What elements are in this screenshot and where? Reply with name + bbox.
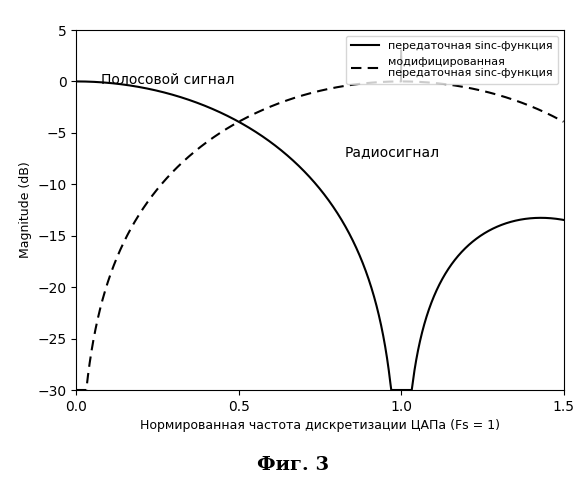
передаточная sinc-функция xyxy=(311,180,318,186)
передаточная sinc-функция xyxy=(168,92,176,98)
Text: Полосовой сигнал: Полосовой сигнал xyxy=(101,73,234,87)
модифицированная
передаточная sinc-функция xyxy=(560,119,567,125)
модифицированная
передаточная sinc-функция xyxy=(168,170,176,176)
модифицированная
передаточная sinc-функция xyxy=(73,387,80,393)
модифицированная
передаточная sinc-функция xyxy=(397,46,404,52)
Text: Фиг. 3: Фиг. 3 xyxy=(258,456,329,474)
передаточная sinc-функция xyxy=(387,387,394,393)
Line: передаточная sinc-функция: передаточная sinc-функция xyxy=(76,82,564,390)
Y-axis label: Magnitude (dB): Magnitude (dB) xyxy=(19,162,32,258)
Line: модифицированная
передаточная sinc-функция: модифицированная передаточная sinc-функц… xyxy=(76,50,564,390)
модифицированная
передаточная sinc-функция xyxy=(102,286,109,292)
передаточная sinc-функция xyxy=(560,217,567,223)
передаточная sinc-функция xyxy=(102,80,109,86)
модифицированная
передаточная sinc-функция xyxy=(534,106,541,112)
Legend: передаточная sinc-функция, модифицированная
передаточная sinc-функция: передаточная sinc-функция, модифицирован… xyxy=(346,36,558,84)
модифицированная
передаточная sinc-функция xyxy=(93,322,100,328)
X-axis label: Нормированная частота дискретизации ЦАПа (Fs = 1): Нормированная частота дискретизации ЦАПа… xyxy=(140,420,500,432)
передаточная sinc-функция xyxy=(73,78,80,84)
модифицированная
передаточная sinc-функция xyxy=(311,89,318,95)
Text: Радиосигнал: Радиосигнал xyxy=(344,145,440,159)
передаточная sinc-функция xyxy=(534,215,541,221)
модифицированная
передаточная sinc-функция xyxy=(75,387,82,393)
передаточная sinc-функция xyxy=(75,78,82,84)
передаточная sinc-функция xyxy=(93,79,100,85)
